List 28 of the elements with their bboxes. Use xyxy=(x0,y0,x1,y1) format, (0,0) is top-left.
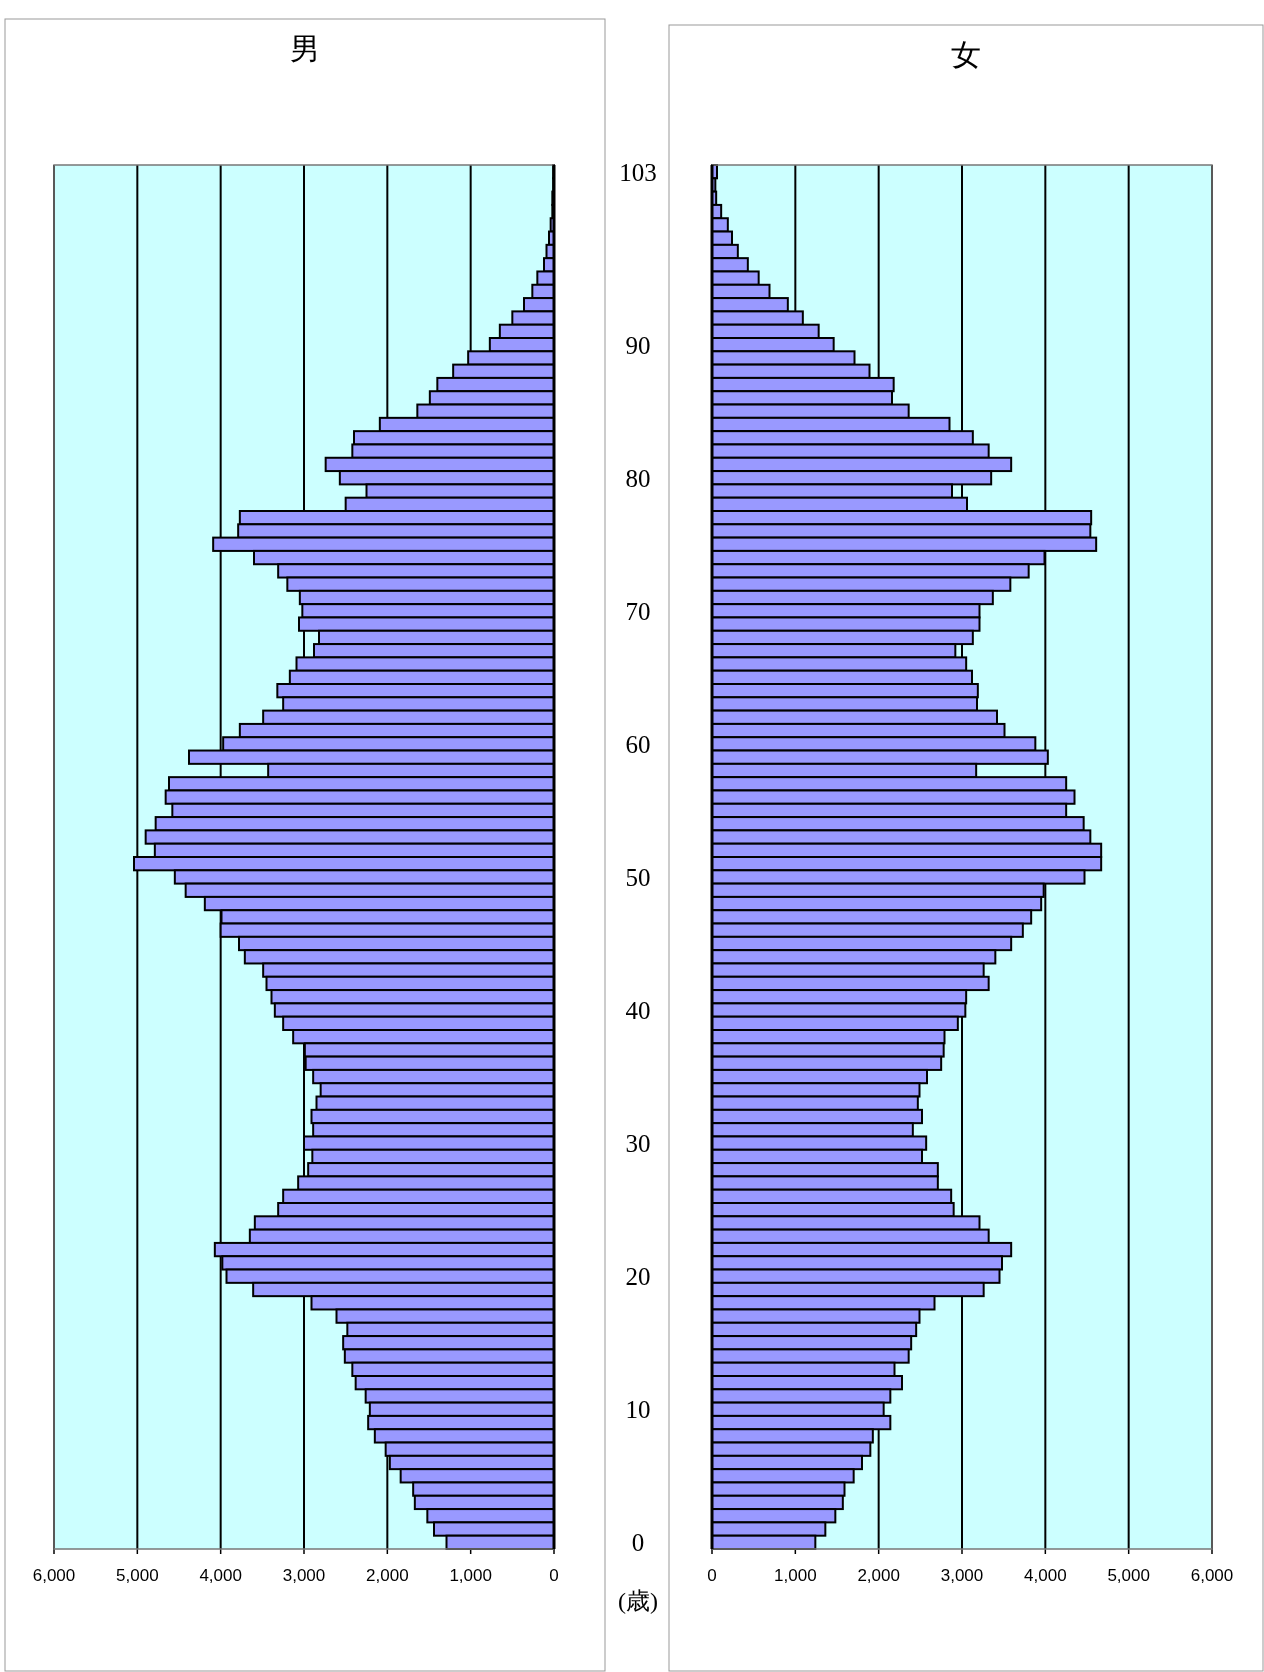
x-tick-label: 3,000 xyxy=(282,1566,326,1585)
chart-title: 男 xyxy=(290,32,320,65)
x-tick-label: 4,000 xyxy=(1024,1566,1067,1585)
y-tick-label: 10 xyxy=(625,1396,651,1424)
x-tick-label: 6,000 xyxy=(1190,1566,1234,1585)
y-tick-label: 20 xyxy=(625,1263,651,1291)
y-tick-label: 0 xyxy=(631,1529,645,1557)
x-tick-label: 2,000 xyxy=(366,1566,409,1585)
x-tick-label: 2,000 xyxy=(857,1566,900,1585)
x-tick-label: 5,000 xyxy=(1107,1566,1150,1585)
x-tick-label: 0 xyxy=(549,1566,559,1585)
x-tick-label: 4,000 xyxy=(199,1566,242,1585)
x-tick-label: 1,000 xyxy=(774,1566,817,1585)
x-tick-label: 6,000 xyxy=(32,1566,76,1585)
y-tick-label: 70 xyxy=(625,597,651,625)
y-tick-label: 103 xyxy=(619,158,657,186)
y-tick-label: 60 xyxy=(625,730,651,758)
x-tick-label: 1,000 xyxy=(449,1566,492,1585)
y-tick-label: 80 xyxy=(625,464,651,492)
y-tick-label: 90 xyxy=(625,331,651,359)
chart-title: 女 xyxy=(951,38,981,71)
y-tick-label: 30 xyxy=(625,1130,651,1158)
x-tick-label: 3,000 xyxy=(940,1566,984,1585)
x-tick-label: 0 xyxy=(707,1566,717,1585)
y-axis-title: (歳) xyxy=(618,1588,658,1614)
y-tick-label: 40 xyxy=(625,997,651,1025)
x-tick-label: 5,000 xyxy=(116,1566,159,1585)
y-tick-label: 50 xyxy=(625,863,651,891)
